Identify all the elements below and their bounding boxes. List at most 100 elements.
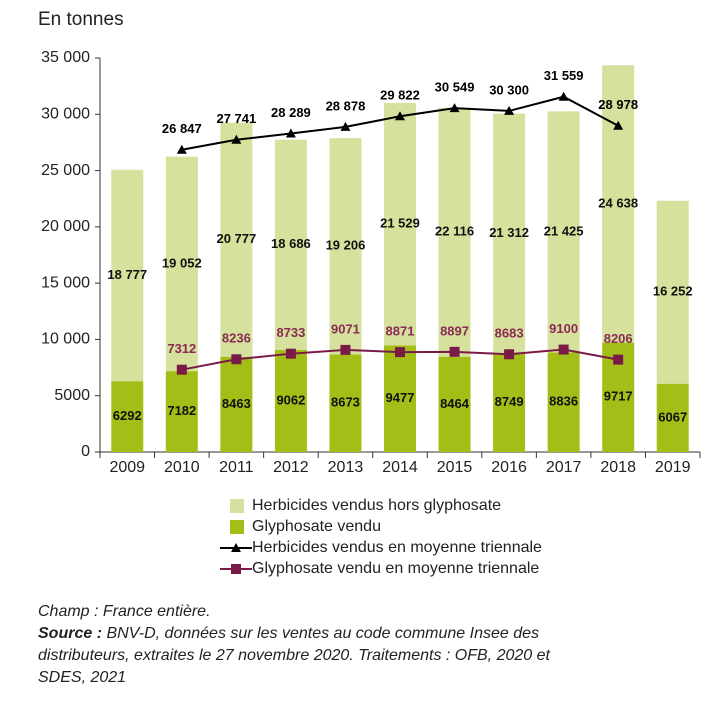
data-label: 8673 bbox=[331, 395, 360, 410]
data-label: 9071 bbox=[331, 321, 360, 336]
data-label: 26 847 bbox=[162, 121, 202, 136]
y-tick-label: 10 000 bbox=[41, 331, 90, 348]
data-label: 22 116 bbox=[435, 224, 474, 239]
bar bbox=[165, 371, 198, 452]
bar bbox=[493, 113, 526, 354]
marker bbox=[504, 349, 515, 360]
x-tick-label: 2010 bbox=[164, 459, 200, 476]
source-text: BNV-D, données sur les ventes au code co… bbox=[106, 625, 539, 642]
y-tick-label: 35 000 bbox=[41, 49, 90, 66]
data-label: 21 529 bbox=[380, 216, 420, 231]
marker bbox=[449, 346, 460, 357]
marker bbox=[558, 344, 569, 355]
x-tick-label: 2011 bbox=[219, 459, 254, 476]
data-label: 8871 bbox=[386, 324, 415, 339]
marker bbox=[176, 364, 187, 375]
data-label: 8749 bbox=[495, 394, 524, 409]
axis-title: En tonnes bbox=[38, 9, 124, 30]
marker bbox=[285, 348, 296, 359]
bar bbox=[438, 356, 471, 452]
x-tick-label: 2015 bbox=[437, 459, 473, 476]
legend-label: Herbicides vendus hors glyphosate bbox=[252, 497, 501, 514]
x-tick-label: 2016 bbox=[491, 459, 527, 476]
marker bbox=[285, 128, 296, 138]
y-tick-label: 5000 bbox=[54, 387, 90, 404]
data-label: 18 686 bbox=[271, 236, 311, 251]
data-label: 19 052 bbox=[162, 255, 202, 270]
y-tick-label: 30 000 bbox=[41, 106, 90, 123]
legend-label: Herbicides vendus en moyenne triennale bbox=[252, 539, 542, 556]
legend-marker bbox=[231, 543, 241, 552]
y-tick-label: 0 bbox=[81, 443, 90, 460]
legend-swatch bbox=[230, 499, 244, 513]
bar bbox=[547, 111, 580, 353]
data-label: 6292 bbox=[113, 408, 142, 423]
data-label: 24 638 bbox=[598, 195, 638, 210]
x-tick-label: 2017 bbox=[546, 459, 582, 476]
data-label: 8206 bbox=[604, 331, 633, 346]
x-tick-label: 2013 bbox=[328, 459, 364, 476]
bar bbox=[274, 139, 307, 350]
marker bbox=[613, 354, 624, 365]
data-label: 27 741 bbox=[216, 111, 256, 126]
data-label: 18 777 bbox=[107, 267, 147, 282]
bar bbox=[220, 356, 253, 452]
data-label: 7312 bbox=[167, 341, 196, 356]
data-label: 31 559 bbox=[544, 68, 584, 83]
marker bbox=[449, 103, 460, 113]
legend-label: Glyphosate vendu en moyenne triennale bbox=[252, 560, 539, 577]
bar bbox=[384, 102, 416, 346]
note-source: SDES, 2021 bbox=[38, 669, 126, 686]
marker bbox=[558, 91, 569, 101]
legend-marker bbox=[231, 564, 241, 574]
data-label: 29 822 bbox=[380, 88, 420, 103]
y-tick-label: 25 000 bbox=[41, 162, 90, 179]
marker bbox=[231, 134, 242, 144]
marker bbox=[504, 105, 515, 115]
marker bbox=[395, 111, 405, 121]
marker bbox=[176, 144, 187, 154]
note-champ: Champ : France entière. bbox=[38, 603, 211, 620]
data-label: 8683 bbox=[495, 326, 524, 341]
data-label: 21 425 bbox=[544, 223, 584, 238]
bar bbox=[111, 381, 144, 452]
data-label: 28 289 bbox=[271, 105, 311, 120]
bar bbox=[438, 107, 471, 357]
note-source: Source : BNV-D, données sur les ventes a… bbox=[38, 625, 539, 642]
data-label: 9717 bbox=[604, 389, 633, 404]
bar bbox=[602, 65, 635, 343]
data-label: 19 206 bbox=[326, 238, 366, 253]
source-label: Source : bbox=[38, 625, 102, 642]
data-label: 6067 bbox=[658, 409, 687, 424]
marker bbox=[395, 347, 405, 358]
data-label: 28 878 bbox=[326, 98, 366, 113]
data-label: 30 549 bbox=[435, 80, 475, 95]
marker bbox=[231, 354, 242, 365]
data-label: 8236 bbox=[222, 331, 251, 346]
marker bbox=[613, 120, 624, 130]
y-tick-label: 15 000 bbox=[41, 274, 90, 291]
data-label: 8897 bbox=[440, 323, 469, 338]
x-tick-label: 2012 bbox=[273, 459, 309, 476]
bar bbox=[493, 353, 526, 452]
data-label: 8463 bbox=[222, 396, 251, 411]
data-label: 21 312 bbox=[489, 225, 529, 240]
bar bbox=[547, 352, 580, 452]
note-source: distributeurs, extraites le 27 novembre … bbox=[38, 647, 551, 664]
data-label: 9062 bbox=[276, 392, 305, 407]
bar bbox=[329, 138, 362, 355]
bar bbox=[656, 200, 689, 384]
bar bbox=[111, 169, 144, 382]
data-label: 9477 bbox=[386, 390, 415, 405]
bar bbox=[220, 122, 253, 357]
data-label: 8464 bbox=[440, 396, 470, 411]
x-tick-label: 2014 bbox=[382, 459, 418, 476]
bar bbox=[656, 383, 689, 452]
marker bbox=[340, 121, 351, 131]
data-label: 8733 bbox=[276, 325, 305, 340]
data-label: 8836 bbox=[549, 394, 578, 409]
data-label: 28 978 bbox=[598, 97, 638, 112]
bar bbox=[384, 345, 416, 452]
x-tick-label: 2019 bbox=[655, 459, 691, 476]
